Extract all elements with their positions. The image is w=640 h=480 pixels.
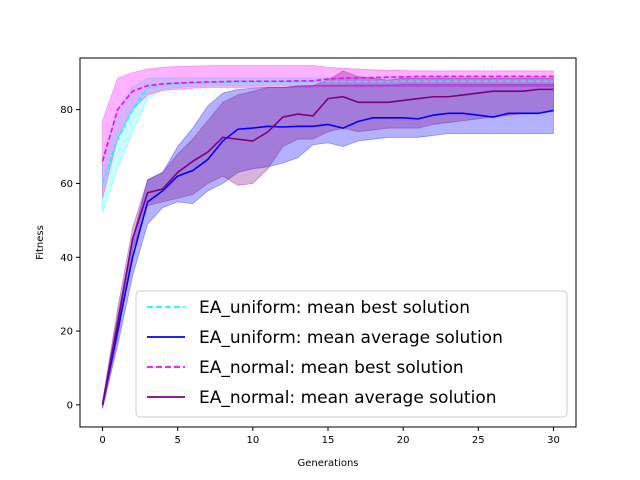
ea-normal-mean-best-solution-legend-label: EA_normal: mean best solution — [199, 358, 464, 378]
series-lines — [101, 75, 554, 406]
x-tick-label: 30 — [547, 435, 560, 446]
ea-uniform-mean-best-solution-legend-label: EA_uniform: mean best solution — [199, 298, 470, 318]
x-tick-label: 25 — [472, 435, 485, 446]
x-tick-label: 0 — [99, 435, 105, 446]
y-axis-label: Fitness — [35, 225, 46, 260]
ea-normal-mean-best-solution-band — [102, 64, 554, 199]
y-tick-label: 60 — [60, 179, 73, 190]
y-axis-ticks: 0 20 40 60 80 — [60, 105, 80, 411]
x-axis-ticks: 0 5 10 15 20 25 30 — [99, 427, 560, 446]
y-tick-label: 20 — [60, 327, 73, 338]
ea-normal-mean-best-solution-line — [101, 75, 554, 162]
x-tick-label: 20 — [397, 435, 410, 446]
confidence-bands — [102, 64, 554, 409]
y-tick-label: 80 — [60, 105, 73, 116]
y-tick-label: 0 — [67, 400, 73, 411]
ea-uniform-mean-average-solution-band — [102, 84, 554, 409]
ea-normal-mean-average-solution-legend-label: EA_normal: mean average solution — [199, 388, 497, 408]
legend: EA_uniform: mean best solution EA_uniform… — [135, 290, 568, 418]
ea-normal-mean-average-solution-line — [101, 88, 554, 406]
x-tick-label: 10 — [246, 435, 259, 446]
legend-box — [135, 290, 568, 418]
ea-uniform-mean-average-solution-line — [101, 109, 554, 406]
x-axis-label: Generations — [298, 458, 359, 469]
ea-uniform-mean-average-solution-legend-label: EA_uniform: mean average solution — [199, 328, 503, 348]
x-tick-label: 15 — [322, 435, 335, 446]
ea-uniform-mean-best-solution-band — [102, 77, 554, 214]
x-tick-label: 5 — [175, 435, 181, 446]
y-tick-label: 40 — [60, 253, 73, 264]
ea-normal-mean-average-solution-band — [102, 70, 554, 409]
